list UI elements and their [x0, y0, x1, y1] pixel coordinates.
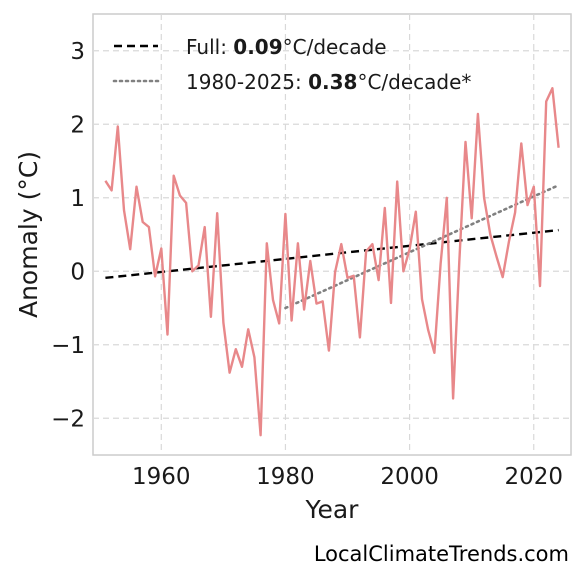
x-tick-label: 2000	[380, 464, 439, 490]
legend-full-prefix: Full:	[186, 35, 233, 59]
y-tick-label: 1	[70, 186, 85, 212]
watermark-text: LocalClimateTrends.com	[314, 542, 569, 566]
trend-layer	[105, 183, 560, 310]
y-tick-label: −2	[51, 406, 85, 432]
x-tick-label: 2020	[504, 464, 563, 490]
legend-full-suffix: °C/decade	[283, 35, 387, 59]
legend-recent-prefix: 1980-2025:	[186, 70, 308, 94]
legend-recent-suffix: °C/decade*	[357, 70, 471, 94]
y-tick-label: 2	[70, 112, 85, 138]
legend-recent-value: 0.38	[308, 70, 357, 94]
anomaly-series-line	[104, 86, 560, 437]
series-layer	[104, 86, 560, 437]
x-tick-label: 1980	[256, 464, 315, 490]
y-tick-label: −1	[51, 333, 85, 359]
full-trend-line	[105, 228, 559, 280]
legend-full-value: 0.09	[233, 35, 282, 59]
legend-full-label: Full: 0.09°C/decade	[186, 35, 387, 59]
y-tick-label: 0	[70, 259, 85, 285]
y-tick-label: 3	[70, 39, 85, 65]
x-tick-label: 1960	[132, 464, 191, 490]
tick-layer: 1960 1980 2000 2020 −2 −1 0 1 2 3	[51, 39, 563, 490]
legend: Full: 0.09°C/decade 1980-2025: 0.38°C/de…	[112, 35, 471, 94]
legend-recent-label: 1980-2025: 0.38°C/decade*	[186, 70, 471, 94]
recent-trend-line	[284, 183, 560, 310]
y-axis-label: Anomaly (°C)	[14, 151, 43, 318]
x-axis-label: Year	[305, 495, 360, 524]
